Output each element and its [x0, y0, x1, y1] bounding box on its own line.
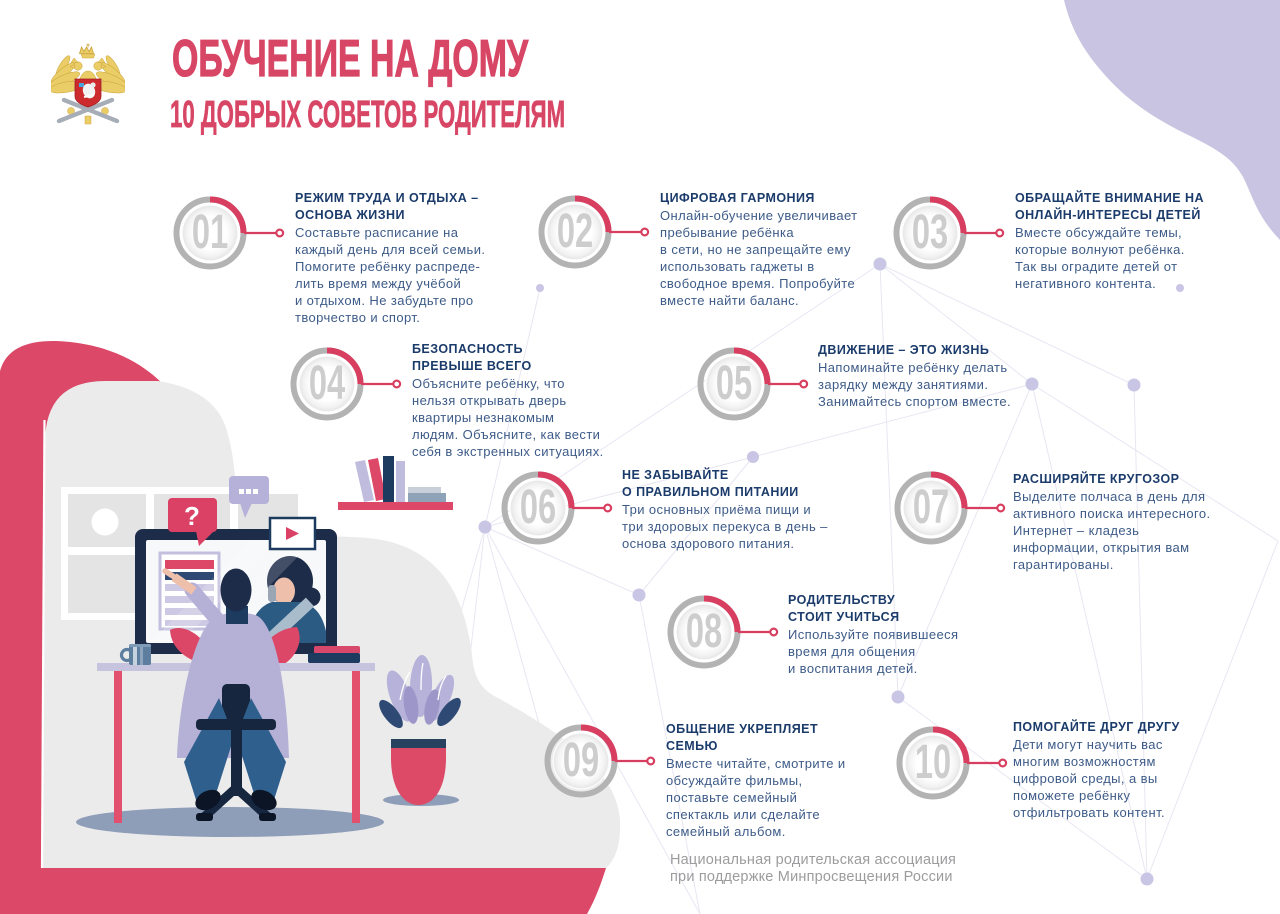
svg-text:?: ? — [184, 501, 200, 531]
